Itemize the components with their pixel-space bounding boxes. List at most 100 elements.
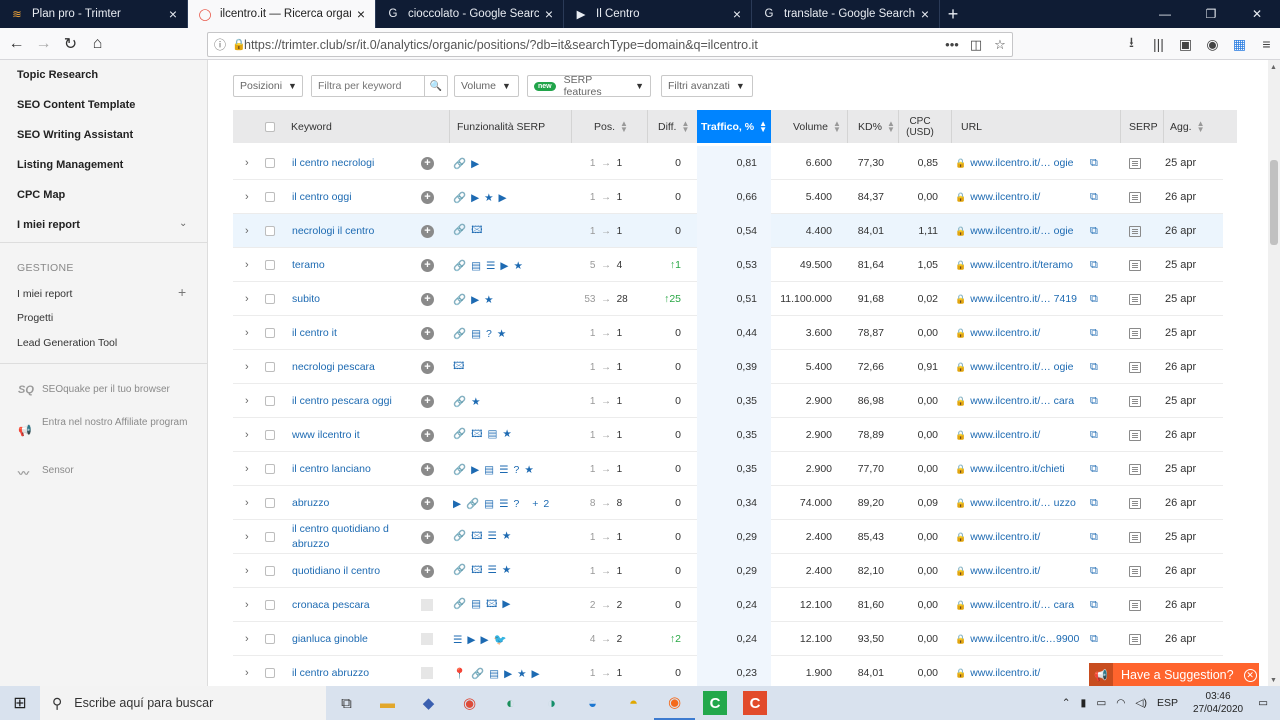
table-row[interactable]: › il centro it + 🔗▤?★ 1 → 1 0 0,44 3.600 78,87 0,… [233,316,1223,350]
row-checkbox[interactable] [265,532,275,542]
restore-icon[interactable]: ❐ [1205,7,1217,21]
ranking-url[interactable]: www.ilcentro.it/… ogie [970,157,1074,169]
serp-snapshot-icon[interactable] [1129,361,1141,373]
col-cpc[interactable]: CPC (USD) [906,115,934,138]
add-keyword-icon[interactable]: + [421,394,434,408]
clock[interactable]: 03:46 27/04/2020 [1193,690,1243,716]
add-keyword-icon[interactable]: + [421,258,434,272]
table-row[interactable]: › quotidiano il centro + 🔗🖾☰★ 1 → 1 0 0,29 2.40… [233,554,1223,588]
expand-chevron-icon[interactable]: › [245,599,249,611]
info-icon[interactable]: ⓘ [214,38,227,52]
keyword-filter-input[interactable] [312,76,424,96]
keyword-filter[interactable]: 🔍 [311,75,448,97]
edge-icon[interactable]: ◒ [587,694,598,712]
tab-1[interactable]: ◯ ilcentro.it — Ricerca organica | × [188,0,376,28]
expand-chevron-icon[interactable]: › [245,429,249,441]
expand-chevron-icon[interactable]: › [245,531,249,543]
expand-chevron-icon[interactable]: › [245,565,249,577]
keyword-link[interactable]: necrologi il centro [292,224,375,237]
sidebar-sub-lead-generation[interactable]: Lead Generation Tool [17,337,118,349]
table-row[interactable]: › necrologi il centro + 🔗🖾 1 → 1 0 0,54 4.400 84… [233,214,1223,248]
external-link-icon[interactable]: ⧉ [1090,394,1098,407]
ranking-url[interactable]: www.ilcentro.it/… ogie [970,225,1074,237]
external-link-icon[interactable]: ⧉ [1090,156,1098,169]
pocket-icon[interactable]: ◫ [969,36,983,52]
add-keyword-icon[interactable]: + [421,156,434,170]
add-keyword-icon[interactable]: + [421,428,434,442]
serp-snapshot-icon[interactable] [1129,293,1141,305]
menu-icon[interactable]: ≡ [1262,36,1271,52]
external-link-icon[interactable]: ⧉ [1090,496,1098,509]
chrome-icon[interactable]: ◉ [462,695,477,712]
table-row[interactable]: › www ilcentro it + 🔗🖾▤★ 1 → 1 0 0,35 2.900 78,8… [233,418,1223,452]
tab-0[interactable]: ≋ Plan pro - Trimter × [0,0,188,28]
serp-snapshot-icon[interactable] [1129,463,1141,475]
ranking-url[interactable]: www.ilcentro.it/ [970,191,1041,203]
language-indicator[interactable]: ESP [1157,697,1179,709]
serp-snapshot-icon[interactable] [1129,497,1141,509]
notifications-icon[interactable]: ▭ [1258,697,1268,709]
forward-icon[interactable]: → [35,34,52,52]
add-keyword-icon[interactable]: + [421,326,434,340]
add-keyword-icon[interactable]: + [421,224,434,238]
row-checkbox[interactable] [265,226,275,236]
taskbar-search[interactable]: ⚲ Escribe aquí para buscar [40,686,326,720]
table-row[interactable]: › il centro abruzzo 📍🔗▤▶★▶ 1 → 1 0 0,23 1.900 8… [233,656,1223,686]
sidebar-item-listing-management[interactable]: Listing Management [17,159,124,171]
new-tab-icon[interactable]: + [947,3,959,24]
expand-chevron-icon[interactable]: › [245,191,249,203]
library-icon[interactable]: ||| [1153,36,1164,52]
row-checkbox[interactable] [265,260,275,270]
table-row[interactable]: › il centro lanciano + 🔗▶▤☰?★ 1 → 1 0 0,35 2.90… [233,452,1223,486]
col-updated[interactable]: Agg. ▲ ▼ [1170,110,1205,143]
sidebar-sub-my-reports[interactable]: I miei report [17,288,73,300]
external-link-icon[interactable]: ⧉ [1090,292,1098,305]
add-keyword-icon[interactable]: + [421,530,434,544]
ranking-url[interactable]: www.ilcentro.it/ [970,531,1041,543]
ranking-url[interactable]: www.ilcentro.it/… 7419 [970,293,1078,305]
table-row[interactable]: › necrologi pescara + 🖾 1 → 1 0 0,39 5.400 72,66… [233,350,1223,384]
external-link-icon[interactable]: ⧉ [1090,598,1098,611]
external-link-icon[interactable]: ⧉ [1090,360,1098,373]
download-icon[interactable]: ⭳ [1129,34,1134,50]
external-link-icon[interactable]: ⧉ [1090,462,1098,475]
external-link-icon[interactable]: ⧉ [1090,258,1098,271]
table-row[interactable]: › abruzzo + ▶🔗▤☰? +2 8 → 8 0 0,34 74.000 89,20 0,… [233,486,1223,520]
expand-chevron-icon[interactable]: › [245,633,249,645]
keyword-link[interactable]: cronaca pescara [292,598,370,611]
serp-snapshot-icon[interactable] [1129,599,1141,611]
tab-3[interactable]: ▶ Il Centro × [564,0,752,28]
table-row[interactable]: › cronaca pescara 🔗▤🖾▶ 2 → 2 0 0,24 12.100 81,6… [233,588,1223,622]
external-link-icon[interactable]: ⧉ [1090,428,1098,441]
chevron-down-icon[interactable]: ⌄ [179,218,188,229]
external-link-icon[interactable]: ⧉ [1090,632,1098,645]
sidebar-toggle-icon[interactable]: ▣ [1178,35,1193,52]
ranking-url[interactable]: www.ilcentro.it/teramo [970,259,1073,271]
add-keyword-icon[interactable]: + [421,564,434,578]
wifi-icon[interactable]: ◠ [1116,697,1126,709]
serp-snapshot-icon[interactable] [1129,531,1141,543]
keyword-link[interactable]: il centro oggi [292,190,352,203]
scroll-down-icon[interactable]: ▼ [1270,677,1277,684]
expand-chevron-icon[interactable]: › [245,225,249,237]
keyword-link[interactable]: il centro pescara oggi [292,394,392,407]
volume-filter[interactable]: Volume ▼ [454,75,519,97]
extension-icon[interactable]: ▦ [1232,35,1247,52]
col-position[interactable]: Pos. ▲ ▼ [594,110,628,143]
external-link-icon[interactable]: ⧉ [1090,224,1098,237]
close-tab-icon[interactable]: × [920,6,929,22]
sidebar-item-my-reports[interactable]: I miei report [17,219,80,231]
bookmark-star-icon[interactable]: ☆ [994,36,1006,52]
url-text[interactable]: https://trimter.club/sr/it.0/analytics/o… [244,37,758,52]
ranking-url[interactable]: www.ilcentro.it/ [970,565,1041,577]
sidebar-item-topic-research[interactable]: Topic Research [17,69,99,81]
keyword-link[interactable]: teramo [292,258,325,271]
sidebar-item-seo-content-template[interactable]: SEO Content Template [17,99,136,111]
table-row[interactable]: › gianluca ginoble ☰▶▶🐦 4 → 2 ↑2 0,24 12.100 93… [233,622,1223,656]
keyword-link[interactable]: il centro lanciano [292,462,371,475]
external-link-icon[interactable]: ⧉ [1090,326,1098,339]
add-keyword-icon[interactable]: + [421,496,434,510]
ranking-url[interactable]: www.ilcentro.it/… cara [970,395,1075,407]
close-tab-icon[interactable]: × [168,6,177,22]
